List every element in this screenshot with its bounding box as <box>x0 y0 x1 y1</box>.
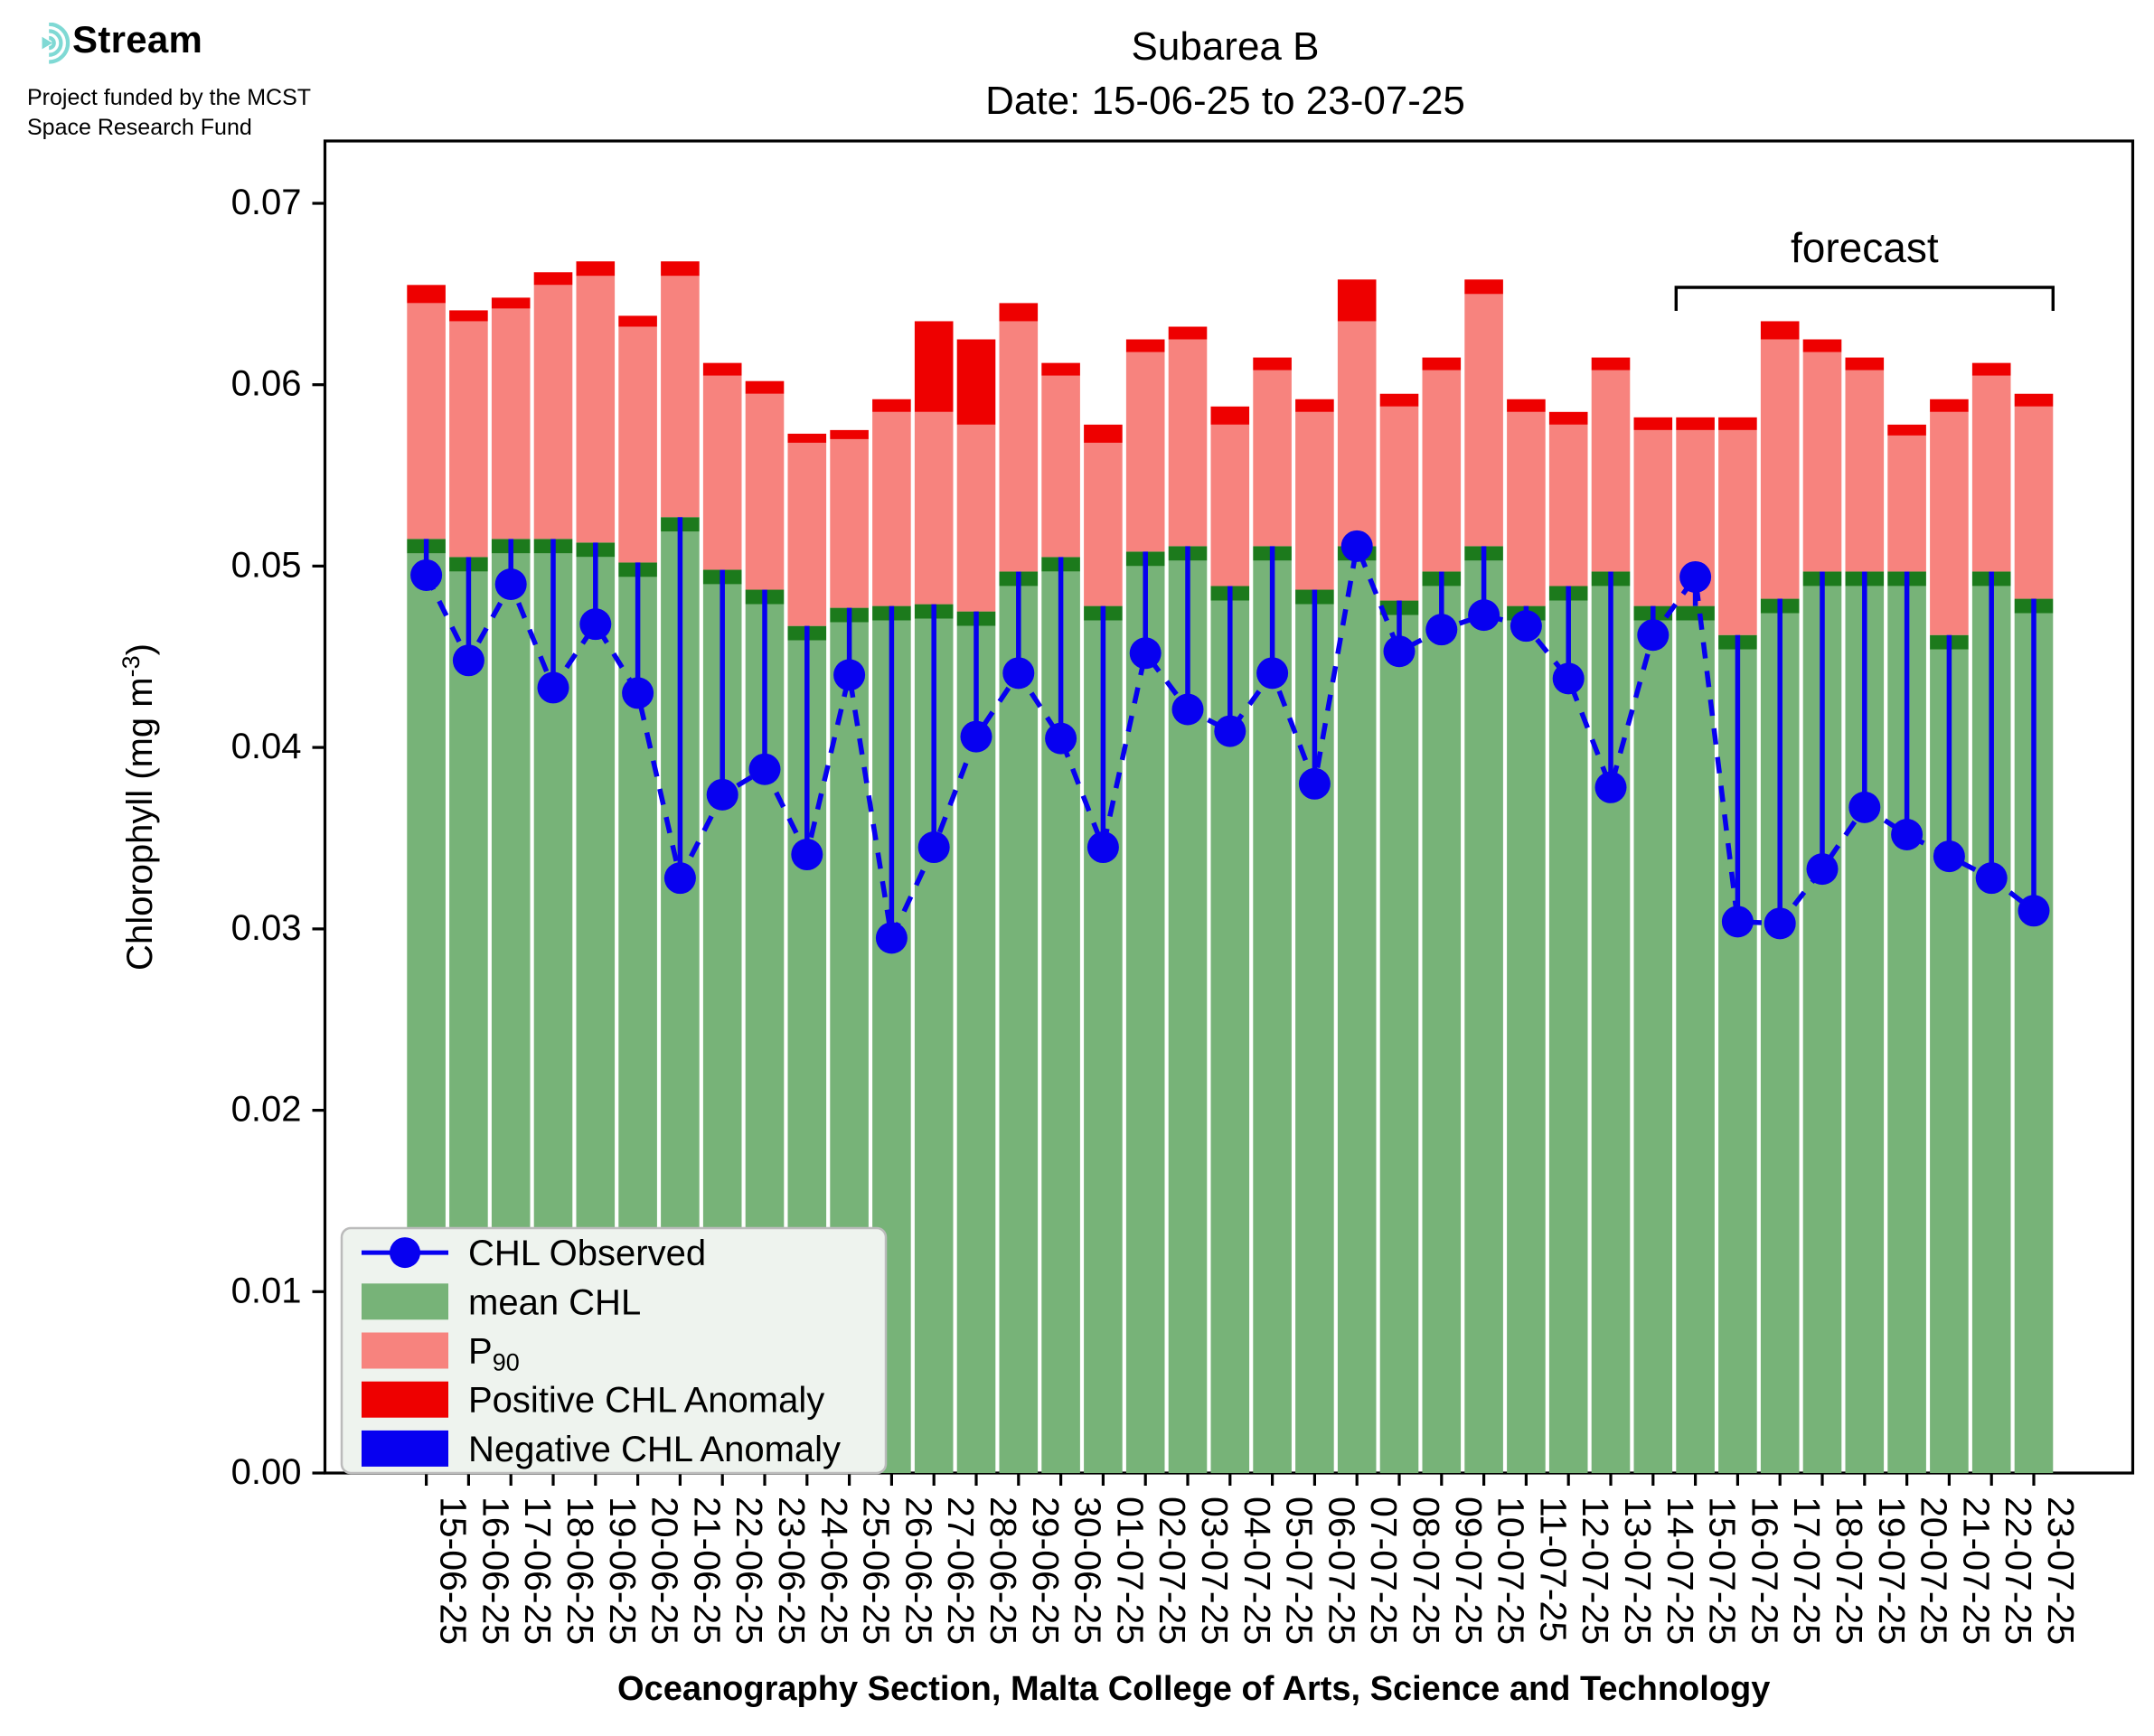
svg-text:14-07-25: 14-07-25 <box>1660 1497 1701 1645</box>
svg-text:19-07-25: 19-07-25 <box>1871 1497 1913 1645</box>
svg-text:16-07-25: 16-07-25 <box>1744 1497 1785 1645</box>
svg-text:0.00: 0.00 <box>231 1452 302 1492</box>
svg-text:22-06-25: 22-06-25 <box>729 1497 770 1645</box>
svg-text:26-06-25: 26-06-25 <box>898 1497 939 1645</box>
svg-text:29-06-25: 29-06-25 <box>1025 1497 1067 1645</box>
svg-text:22-07-25: 22-07-25 <box>1998 1497 2039 1645</box>
svg-text:13-07-25: 13-07-25 <box>1617 1497 1659 1645</box>
svg-text:0.07: 0.07 <box>231 183 302 222</box>
svg-text:07-07-25: 07-07-25 <box>1363 1497 1405 1645</box>
svg-text:25-06-25: 25-06-25 <box>856 1497 898 1645</box>
svg-text:23-06-25: 23-06-25 <box>771 1497 813 1645</box>
svg-text:15-07-25: 15-07-25 <box>1702 1497 1744 1645</box>
svg-text:0.06: 0.06 <box>231 364 302 404</box>
svg-text:Chlorophyll (mg m-3): Chlorophyll (mg m-3) <box>118 643 160 971</box>
svg-text:27-06-25: 27-06-25 <box>940 1497 982 1645</box>
svg-text:21-06-25: 21-06-25 <box>686 1497 728 1645</box>
svg-text:mean CHL: mean CHL <box>468 1282 641 1322</box>
svg-text:21-07-25: 21-07-25 <box>1955 1497 1997 1645</box>
svg-text:04-07-25: 04-07-25 <box>1237 1497 1278 1645</box>
svg-text:03-07-25: 03-07-25 <box>1194 1497 1236 1645</box>
svg-text:05-07-25: 05-07-25 <box>1279 1497 1321 1645</box>
svg-text:09-07-25: 09-07-25 <box>1448 1497 1490 1645</box>
svg-text:0.04: 0.04 <box>231 727 302 766</box>
svg-text:12-07-25: 12-07-25 <box>1575 1497 1616 1645</box>
svg-text:28-06-25: 28-06-25 <box>983 1497 1024 1645</box>
svg-text:06-07-25: 06-07-25 <box>1321 1497 1362 1645</box>
svg-text:20-07-25: 20-07-25 <box>1914 1497 1955 1645</box>
svg-text:15-06-25: 15-06-25 <box>433 1497 475 1645</box>
svg-text:18-06-25: 18-06-25 <box>560 1497 601 1645</box>
svg-text:forecast: forecast <box>1791 224 1939 271</box>
svg-text:0.03: 0.03 <box>231 908 302 948</box>
svg-text:17-06-25: 17-06-25 <box>517 1497 559 1645</box>
svg-text:16-06-25: 16-06-25 <box>475 1497 516 1645</box>
svg-text:30-06-25: 30-06-25 <box>1068 1497 1109 1645</box>
svg-text:19-06-25: 19-06-25 <box>602 1497 644 1645</box>
svg-text:01-07-25: 01-07-25 <box>1109 1497 1151 1645</box>
svg-text:23-07-25: 23-07-25 <box>2040 1497 2082 1645</box>
svg-text:Positive CHL Anomaly: Positive CHL Anomaly <box>468 1381 824 1421</box>
svg-text:02-07-25: 02-07-25 <box>1152 1497 1193 1645</box>
svg-text:CHL Observed: CHL Observed <box>468 1234 706 1273</box>
svg-text:10-07-25: 10-07-25 <box>1491 1497 1532 1645</box>
svg-text:17-07-25: 17-07-25 <box>1786 1497 1828 1645</box>
svg-text:0.01: 0.01 <box>231 1271 302 1310</box>
svg-text:08-07-25: 08-07-25 <box>1406 1497 1447 1645</box>
svg-text:11-07-25: 11-07-25 <box>1532 1497 1574 1642</box>
svg-text:18-07-25: 18-07-25 <box>1829 1497 1870 1645</box>
svg-text:24-06-25: 24-06-25 <box>814 1497 855 1645</box>
svg-text:0.02: 0.02 <box>231 1090 302 1130</box>
svg-text:0.05: 0.05 <box>231 545 302 585</box>
svg-text:20-06-25: 20-06-25 <box>644 1497 686 1645</box>
svg-text:Negative CHL Anomaly: Negative CHL Anomaly <box>468 1430 841 1469</box>
